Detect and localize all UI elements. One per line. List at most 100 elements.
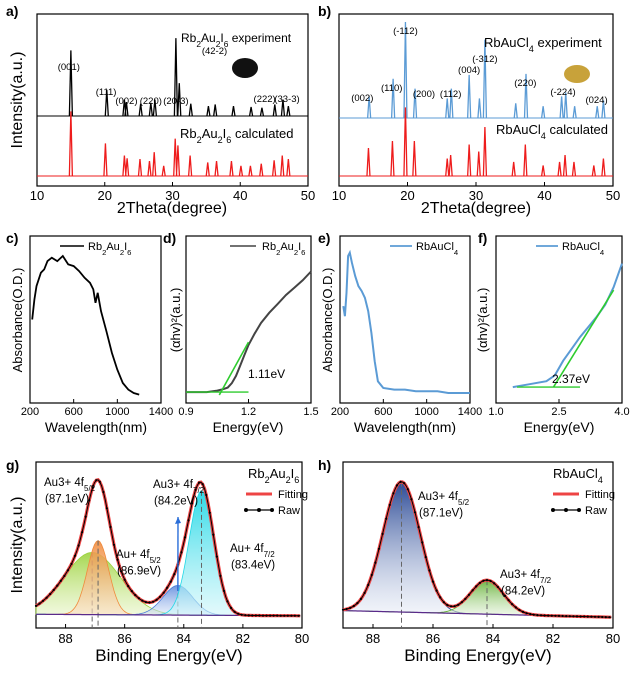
tauc-fit-line (218, 341, 250, 396)
plot-frame (339, 235, 471, 404)
x-tick-label: 10 (332, 188, 346, 203)
xps-raw-point (166, 586, 169, 589)
xps-raw-point (34, 604, 38, 608)
xps-raw-point (428, 569, 431, 572)
xps-raw-point (240, 613, 243, 616)
legend-label-part: 4 (454, 248, 459, 257)
xps-raw-point (482, 579, 485, 582)
xps-raw-point (543, 614, 546, 617)
x-axis-label-e: Wavelength(nm) (354, 419, 456, 435)
x-tick-label: 1.0 (488, 406, 503, 418)
xps-raw-point (84, 515, 87, 518)
panel-title-part: I (291, 466, 295, 481)
legend-label-part: 6 (127, 248, 131, 257)
legend-calculated: RbAuCl4 calculated (496, 122, 608, 141)
xps-raw-point (63, 574, 66, 578)
xps-raw-point (503, 594, 507, 597)
legend-experiment: Rb2Au2I6 experiment (181, 31, 292, 49)
xps-raw-point (413, 511, 417, 514)
panel-title-part: RbAuCl (553, 466, 598, 481)
legend-experiment-part: experiment (534, 35, 602, 50)
x-tick-label: 40 (537, 188, 551, 203)
xps-raw-point (392, 492, 395, 495)
peak-assignment-sub: 7/2 (264, 550, 276, 559)
xps-raw-point (265, 614, 268, 617)
x-tick-label: 50 (301, 188, 315, 203)
xps-raw-point (38, 602, 41, 605)
xps-raw-point (251, 614, 254, 617)
peak-index-label: (222) (254, 94, 276, 105)
xps-raw-point (141, 599, 144, 602)
plot-frame (342, 461, 614, 629)
legend-label-part: 6 (301, 248, 305, 257)
x-tick-label: 600 (64, 406, 82, 418)
peak-index-label: (024) (585, 95, 607, 106)
panel-title-part: Au (270, 466, 286, 481)
xps-raw-point (42, 599, 45, 602)
peak-index-label: (002) (351, 93, 373, 104)
legend-experiment-part: experiment (228, 31, 291, 45)
xps-raw-point (187, 519, 190, 522)
absorbance-curve (31, 254, 140, 396)
xps-raw-point (212, 533, 215, 536)
x-tick-label: 4.0 (614, 406, 629, 418)
x-tick-label: 0.9 (178, 406, 193, 418)
xps-raw-point (258, 614, 261, 617)
x-tick-label: 84 (486, 631, 500, 646)
x-tick-label: 86 (426, 631, 440, 646)
legend-label: RbAuCl4 (562, 241, 605, 257)
xps-raw-point (367, 583, 370, 587)
y-axis-label-g: Intensity(a.u.) (9, 497, 26, 594)
xps-raw-point (120, 570, 123, 573)
peak-assignment-text: Au+ 4f (116, 549, 150, 561)
xps-raw-point (579, 615, 582, 618)
xps-raw-point (374, 561, 377, 564)
legend-fitting-label: Fitting (585, 489, 615, 501)
xps-raw-point (381, 532, 384, 536)
tauc-curve (186, 270, 312, 394)
xps-raw-point (493, 582, 496, 585)
x-axis-label-f: Energy(eV) (524, 419, 595, 435)
xps-raw-point (137, 597, 140, 600)
xps-raw-point (467, 593, 471, 596)
xps-raw-point (91, 486, 94, 489)
peak-assignment-value: (84.2eV) (154, 496, 198, 508)
xps-raw-point (496, 585, 499, 589)
xps-raw-point (421, 541, 424, 544)
x-tick-label: 20 (98, 188, 112, 203)
panel-e: RbAuCl4 200 600 1000 1400 (331, 235, 482, 418)
peak-assignment-text: Au3+ 4f (418, 491, 459, 503)
xps-raw-point (518, 608, 521, 612)
xps-raw-point (370, 573, 373, 577)
panel-letter-g: g) (6, 457, 19, 473)
peak-index-label: (220) (140, 96, 162, 107)
xps-raw-point (525, 612, 528, 615)
legend-calculated-part: 4 (541, 131, 546, 141)
xps-raw-point (254, 614, 257, 617)
legend-label-part: 2 (102, 248, 106, 257)
peak-index-label: (220) (514, 78, 536, 89)
xps-raw-point (183, 536, 187, 539)
legend-raw-dot (551, 508, 555, 512)
peak-assignment-value: (87.1eV) (45, 494, 89, 506)
xps-raw-point (130, 590, 133, 593)
xps-raw-point (222, 589, 226, 593)
xps-raw-point (66, 569, 69, 572)
x-tick-label: 80 (606, 631, 620, 646)
legend-calculated: Rb2Au2I6 calculated (180, 126, 294, 145)
xps-raw-point (247, 614, 250, 617)
xps-raw-point (539, 614, 543, 617)
xps-raw-point (345, 607, 348, 611)
xps-raw-point (395, 484, 399, 487)
peak-assignment-text: Au+ 4f (230, 543, 264, 555)
xps-raw-point (500, 590, 503, 593)
xps-raw-point (356, 602, 359, 605)
peak-assignment-sub: 5/2 (458, 498, 470, 507)
sample-photo-gold (564, 65, 590, 83)
xps-raw-point (575, 615, 579, 618)
xps-raw-point (290, 614, 293, 617)
panel-title: RbAuCl4 (553, 466, 603, 485)
panel-title-part: 6 (294, 475, 299, 485)
